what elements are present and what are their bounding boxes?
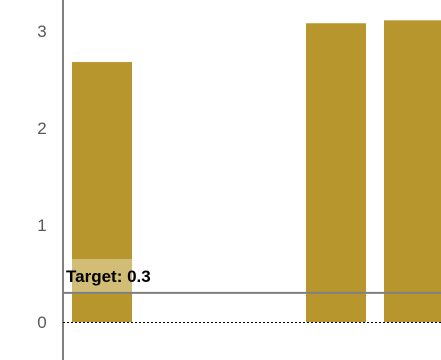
y-tick-label: 0 [37, 313, 46, 332]
y-axis-ticks: 0 1 2 3 [37, 22, 46, 332]
y-tick-label: 1 [37, 216, 46, 235]
y-tick-label: 2 [37, 119, 46, 138]
y-tick-label: 3 [37, 22, 46, 41]
bar [306, 23, 366, 323]
target-label-background [72, 259, 132, 293]
target-label: Target: 0.3 [66, 267, 151, 286]
bar [384, 20, 441, 323]
